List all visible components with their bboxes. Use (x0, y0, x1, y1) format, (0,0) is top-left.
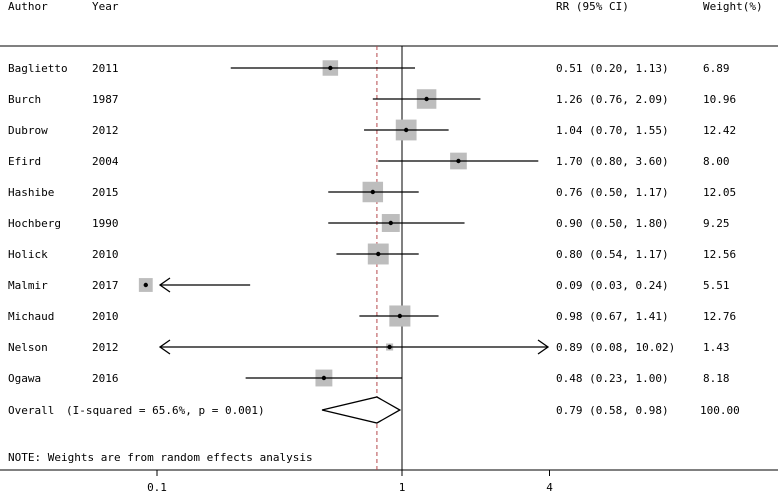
study-rr-ci: 0.80 (0.54, 1.17) (556, 248, 669, 261)
study-row: Ogawa 2016 0.48 (0.23, 1.00) 8.18 (8, 369, 730, 387)
overall-heterogeneity: (I-squared = 65.6%, p = 0.001) (66, 404, 265, 417)
x-axis-tick-label: 1 (399, 481, 406, 494)
study-row: Malmir 2017 0.09 (0.03, 0.24) 5.51 (8, 277, 730, 293)
study-rr-ci: 1.70 (0.80, 3.60) (556, 155, 669, 168)
study-author: Baglietto (8, 62, 68, 75)
study-rr-ci: 0.89 (0.08, 10.02) (556, 341, 675, 354)
study-year: 2017 (92, 279, 119, 292)
study-rr-ci: 0.90 (0.50, 1.80) (556, 217, 669, 230)
study-point-estimate (143, 282, 148, 288)
study-rr-ci: 0.98 (0.67, 1.41) (556, 310, 669, 323)
study-weight: 6.89 (703, 62, 730, 75)
study-weight: 12.05 (703, 186, 736, 199)
header-weight: Weight(%) (703, 0, 763, 13)
study-weight: 5.51 (703, 279, 730, 292)
study-row: Nelson 2012 0.89 (0.08, 10.02) 1.43 (8, 339, 730, 355)
study-year: 2011 (92, 62, 119, 75)
study-rr-ci: 1.26 (0.76, 2.09) (556, 93, 669, 106)
header-rr-ci: RR (95% CI) (556, 0, 629, 13)
study-author: Ogawa (8, 372, 41, 385)
study-row: Hochberg 1990 0.90 (0.50, 1.80) 9.25 (8, 214, 730, 232)
study-author: Holick (8, 248, 48, 261)
study-year: 2004 (92, 155, 119, 168)
pooled-diamond (321, 396, 402, 424)
study-point-estimate (456, 158, 461, 164)
study-point-estimate (388, 220, 393, 226)
ci-left-arrow (158, 277, 171, 293)
study-point-estimate (328, 65, 333, 71)
study-year: 2012 (92, 124, 119, 137)
study-year: 2012 (92, 341, 119, 354)
study-point-estimate (403, 127, 409, 133)
study-author: Malmir (8, 279, 48, 292)
ci-left-arrow (158, 339, 171, 355)
study-row: Burch 1987 1.26 (0.76, 2.09) 10.96 (8, 89, 736, 109)
study-weight: 9.25 (703, 217, 730, 230)
study-row: Hashibe 2015 0.76 (0.50, 1.17) 12.05 (8, 181, 736, 203)
study-weight: 8.00 (703, 155, 730, 168)
study-point-estimate (321, 375, 327, 381)
study-weight: 1.43 (703, 341, 730, 354)
study-point-estimate (370, 189, 375, 195)
study-row: Dubrow 2012 1.04 (0.70, 1.55) 12.42 (8, 119, 736, 141)
study-rr-ci: 0.09 (0.03, 0.24) (556, 279, 669, 292)
study-rr-ci: 0.51 (0.20, 1.13) (556, 62, 669, 75)
study-row: Efird 2004 1.70 (0.80, 3.60) 8.00 (8, 152, 730, 170)
study-year: 2010 (92, 248, 119, 261)
study-point-estimate (397, 313, 403, 319)
study-year: 2010 (92, 310, 119, 323)
study-author: Michaud (8, 310, 54, 323)
x-axis-tick-label: 4 (546, 481, 553, 494)
study-author: Efird (8, 155, 41, 168)
study-author: Burch (8, 93, 41, 106)
study-rr-ci: 1.04 (0.70, 1.55) (556, 124, 669, 137)
study-author: Dubrow (8, 124, 48, 137)
study-year: 2016 (92, 372, 119, 385)
x-axis-tick-label: 0.1 (147, 481, 167, 494)
study-year: 1987 (92, 93, 119, 106)
study-point-estimate (387, 344, 392, 350)
study-row: Baglietto 2011 0.51 (0.20, 1.13) 6.89 (8, 60, 730, 76)
overall-ci: 0.79 (0.58, 0.98) (556, 404, 669, 417)
study-rr-ci: 0.48 (0.23, 1.00) (556, 372, 669, 385)
note-text: NOTE: Weights are from random effects an… (8, 451, 313, 464)
study-point-estimate (424, 96, 429, 102)
study-weight: 12.76 (703, 310, 736, 323)
ci-right-arrow (537, 339, 550, 355)
study-weight: 12.56 (703, 248, 736, 261)
study-author: Hashibe (8, 186, 54, 199)
overall-label: Overall (8, 404, 54, 417)
study-rr-ci: 0.76 (0.50, 1.17) (556, 186, 669, 199)
study-year: 1990 (92, 217, 119, 230)
study-author: Nelson (8, 341, 48, 354)
study-point-estimate (376, 251, 381, 257)
study-weight: 8.18 (703, 372, 730, 385)
study-weight: 10.96 (703, 93, 736, 106)
study-year: 2015 (92, 186, 119, 199)
study-weight: 12.42 (703, 124, 736, 137)
study-author: Hochberg (8, 217, 61, 230)
header-author: Author (8, 0, 48, 13)
study-row: Michaud 2010 0.98 (0.67, 1.41) 12.76 (8, 305, 736, 327)
study-row: Holick 2010 0.80 (0.54, 1.17) 12.56 (8, 243, 736, 265)
overall-weight: 100.00 (700, 404, 740, 417)
header-year: Year (92, 0, 119, 13)
